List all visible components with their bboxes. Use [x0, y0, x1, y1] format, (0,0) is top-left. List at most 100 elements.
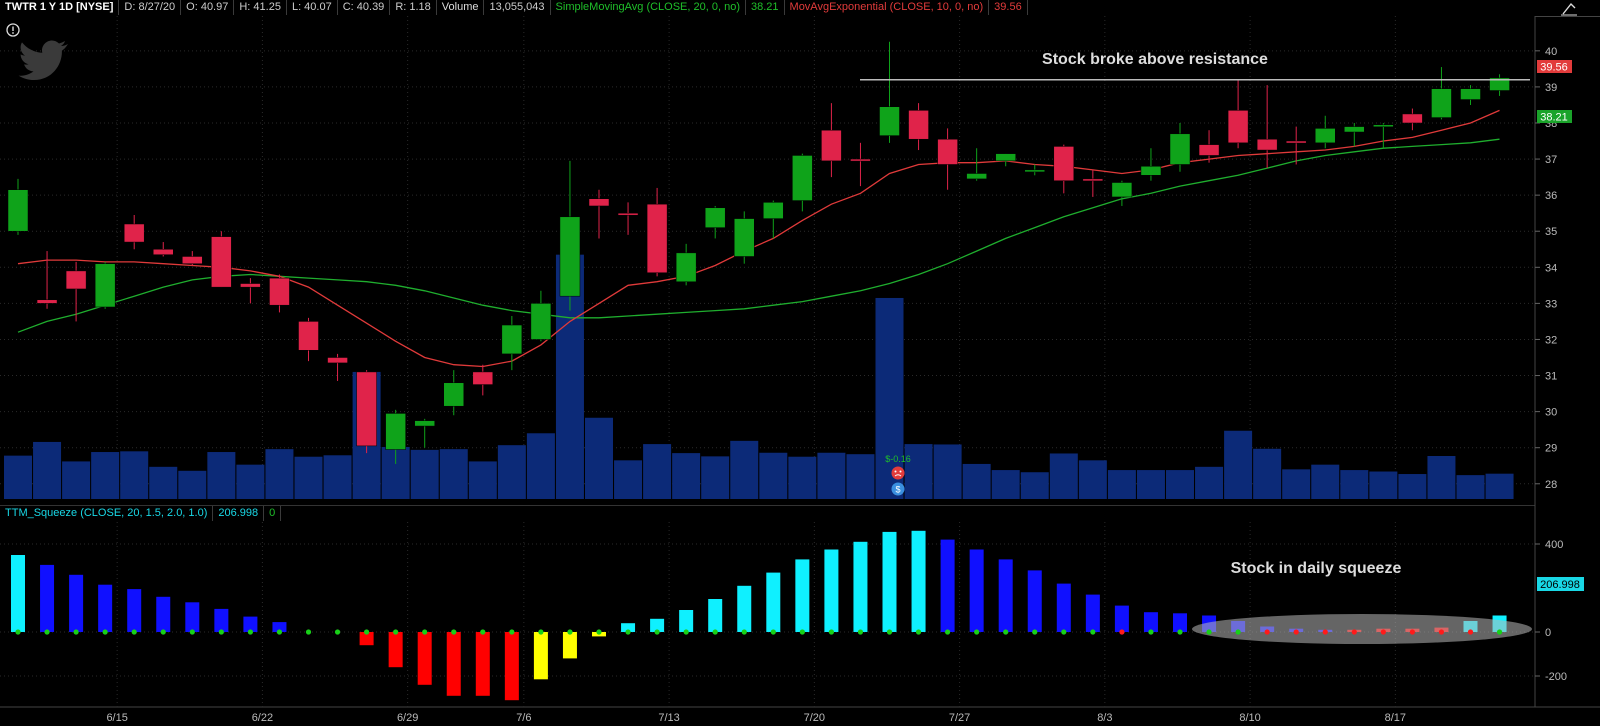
candle-up: [675, 252, 697, 282]
squeeze-bar: [243, 616, 258, 632]
volume-bar: [1253, 448, 1282, 499]
symbol-label[interactable]: TWTR 1 Y 1D [NYSE]: [0, 0, 120, 15]
squeeze-bar: [882, 531, 897, 632]
candle-down: [153, 249, 174, 255]
squeeze-dot: [393, 629, 399, 635]
date-tick-label: 8/3: [1097, 712, 1112, 724]
squeeze-bar: [1143, 612, 1158, 632]
squeeze-dot: [1061, 629, 1067, 635]
volume-bar: [730, 440, 759, 499]
ema-study-label[interactable]: MovAvgExponential (CLOSE, 10, 0, no): [785, 0, 990, 15]
volume-label[interactable]: Volume: [437, 0, 485, 15]
high-readout: H: 41.25: [234, 0, 287, 15]
candle-down: [1256, 138, 1278, 151]
chart-style-icon[interactable]: [1535, 0, 1600, 17]
volume-bar: [962, 463, 991, 499]
volume-bar: [33, 441, 62, 499]
date-tick-label: 8/10: [1239, 712, 1260, 724]
candle-down: [1198, 144, 1220, 156]
squeeze-dot: [1177, 629, 1183, 635]
candle-down: [182, 256, 203, 264]
volume-bar: [701, 456, 730, 499]
candle-up: [763, 202, 784, 219]
volume-bar: [1107, 470, 1136, 499]
volume-bar: [1282, 469, 1311, 499]
range-readout: R: 1.18: [390, 0, 437, 15]
volume-bar: [1369, 471, 1398, 499]
squeeze-bar: [475, 632, 490, 696]
squeeze-dots: [15, 629, 1503, 635]
sma-study-label[interactable]: SimpleMovingAvg (CLOSE, 20, 0, no): [551, 0, 746, 15]
squeeze-dot: [945, 629, 951, 635]
squeeze-bar: [824, 549, 839, 632]
squeeze-dot: [1322, 629, 1328, 635]
squeeze-dot: [276, 629, 283, 635]
squeeze-bar: [533, 632, 548, 680]
alert-icon[interactable]: [6, 23, 20, 37]
squeeze-bar: [388, 632, 403, 668]
squeeze-dot: [73, 629, 79, 635]
squeeze-dot: [131, 629, 137, 635]
candle-up: [879, 106, 900, 136]
date-tick-label: 7/20: [804, 712, 825, 724]
ema-study-value: 39.56: [989, 0, 1028, 15]
sma-study-value: 38.21: [746, 0, 785, 15]
earnings-marker[interactable]: $-0.16 $: [885, 454, 911, 496]
volume-bar: [120, 451, 149, 499]
volume-bar: [1049, 453, 1078, 499]
volume-bar: [672, 453, 701, 499]
candle-up: [7, 189, 29, 232]
price-pane[interactable]: [0, 16, 1535, 499]
date-tick-label: 7/6: [516, 712, 531, 724]
candle-down: [646, 203, 668, 273]
squeeze-dot: [1438, 629, 1445, 635]
volume-bar: [91, 452, 120, 499]
squeeze-dot: [1264, 629, 1270, 635]
squeeze-dot: [160, 629, 166, 635]
candle-up: [1344, 126, 1365, 133]
squeeze-bar: [359, 632, 374, 646]
squeeze-bar: [40, 564, 55, 632]
squeeze-dot: [1496, 629, 1503, 635]
squeeze-bar: [621, 623, 636, 632]
sma-20-line: [17, 138, 1500, 333]
squeeze-tick-label: 400: [1545, 539, 1563, 551]
volume-bar: [526, 433, 555, 499]
earnings-sad-face-icon[interactable]: [891, 466, 905, 480]
volume-bar: [643, 444, 672, 499]
date-tick-label: 6/15: [106, 712, 127, 724]
volume-bar: [149, 466, 178, 499]
candle-down: [1082, 178, 1104, 182]
squeeze-dot: [480, 629, 486, 635]
volume-bar: [410, 449, 439, 499]
earnings-value: $-0.16: [885, 454, 911, 464]
volume-bar: [1485, 473, 1514, 499]
squeeze-tick-label: 0: [1545, 627, 1551, 639]
squeeze-bar: [679, 610, 694, 632]
date-tick-label: 6/22: [252, 712, 273, 724]
price-tick-label: 37: [1545, 154, 1557, 166]
squeeze-bar: [11, 555, 25, 632]
dividend-info-icon[interactable]: [891, 482, 905, 496]
volume-bar: [4, 455, 32, 499]
squeeze-bar: [127, 589, 142, 632]
candle-up: [414, 420, 435, 427]
grid-lines: [0, 16, 1535, 707]
price-tick-label: 36: [1545, 190, 1557, 202]
volume-bar: [1195, 466, 1224, 499]
price-tick-label: 40: [1545, 46, 1557, 58]
date-tick-label: 6/29: [397, 712, 418, 724]
candle-up: [1315, 128, 1336, 144]
squeeze-bar: [185, 602, 200, 632]
draw-tool-icon[interactable]: [1535, 0, 1600, 16]
squeeze-annotation[interactable]: Stock in daily squeeze: [1231, 560, 1402, 577]
resistance-annotation[interactable]: Stock broke above resistance: [1042, 51, 1268, 68]
candle-down: [36, 299, 58, 304]
volume-bar: [875, 297, 904, 499]
squeeze-study-value: 206.998: [213, 506, 265, 521]
squeeze-study-label[interactable]: TTM_Squeeze (CLOSE, 20, 1.5, 2.0, 1.0): [0, 506, 214, 521]
candle-down: [65, 270, 87, 290]
squeeze-highlight-ellipse[interactable]: [1192, 614, 1532, 644]
candle-down: [1227, 110, 1249, 144]
